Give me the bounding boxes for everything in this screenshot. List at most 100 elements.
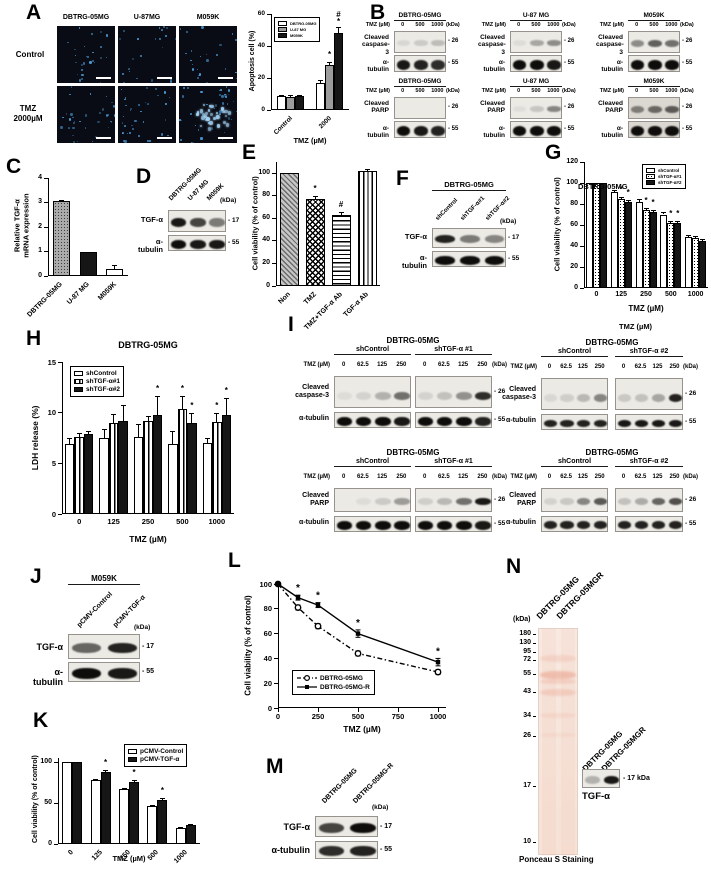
cell-dot — [160, 29, 163, 31]
data-point-circle — [434, 668, 442, 676]
cell-dot — [72, 140, 76, 143]
cell-dot — [99, 31, 102, 34]
error-cap — [145, 415, 151, 417]
wb-band — [668, 393, 683, 402]
blot-i-caspase-sh1: DBTRG-05MG shControl shTGF-α #1 TMZ (µM) 0 62… — [290, 336, 516, 432]
ladder-tick — [533, 651, 536, 653]
mw-marker: - 26 — [564, 38, 575, 44]
wb-band — [665, 125, 680, 136]
cell-dot — [196, 76, 199, 79]
cond-value: 500 — [531, 22, 541, 28]
error-bar — [677, 220, 679, 223]
blot-box — [394, 97, 446, 119]
blot-box — [168, 210, 226, 232]
error-bar — [88, 430, 90, 434]
cell-dot — [122, 122, 124, 124]
y-tick-label: 4 — [38, 173, 42, 181]
x-tick-label: TMZ — [302, 291, 318, 307]
mw-marker: - 26 — [494, 388, 506, 395]
scale-bar — [157, 137, 172, 139]
wb-band — [475, 497, 491, 505]
cell-dot — [122, 139, 125, 142]
ponceau-band — [540, 655, 576, 662]
y-tick-label: 0 — [51, 509, 56, 519]
wb-band — [529, 125, 544, 136]
blot-box — [615, 414, 683, 430]
x-tick-label: 500 — [351, 712, 365, 721]
y-tick — [44, 177, 48, 179]
significance-marker: * — [224, 386, 228, 396]
error-bar — [78, 432, 80, 437]
cond-label: TMZ (µM) — [510, 364, 537, 370]
chart-title: DBTRG-05MG — [118, 340, 178, 350]
x-tick-label: 750 — [391, 712, 405, 721]
bar — [642, 210, 650, 288]
cond-value: 125 — [652, 474, 663, 480]
blot-title: U-87 MG — [510, 12, 562, 21]
cell-dot — [80, 78, 83, 81]
cell-dot — [124, 98, 126, 100]
blot-row-label: TGF-α — [582, 791, 610, 802]
bar — [202, 443, 213, 514]
bar — [599, 183, 607, 288]
cell-dot — [201, 113, 205, 116]
bar — [187, 422, 197, 514]
cell-dot — [233, 101, 235, 103]
cell-dot — [191, 68, 195, 71]
cell-dot — [221, 95, 224, 98]
y-tick-label: 60 — [262, 213, 270, 221]
blot-title: DBTRG-05MG — [394, 78, 446, 87]
error-bar — [138, 423, 139, 437]
wb-band — [394, 497, 410, 505]
y-tick-label: 15 — [47, 357, 56, 367]
cell-dot — [106, 56, 108, 58]
cell-dot — [100, 45, 102, 48]
panel-f-label: F — [396, 167, 409, 190]
wb-band — [529, 106, 544, 112]
blot-row-label: Cleaved caspase-3 — [362, 34, 390, 56]
mw-marker: - 55 — [228, 239, 240, 246]
cell-dot — [180, 119, 183, 122]
blot-title: DBTRG-05MG — [585, 448, 639, 457]
cell-dot — [121, 88, 123, 91]
wb-band — [593, 393, 608, 402]
data-point-circle — [294, 604, 302, 611]
wb-band — [417, 497, 434, 505]
ladder-tick — [533, 691, 536, 693]
x-tick-label: 250 — [141, 517, 155, 526]
legend: DBTRG-05MG DBTRG-05MG-R — [292, 670, 375, 695]
y-tick — [54, 802, 58, 804]
wb-band — [543, 419, 557, 427]
legend-label: shControl — [658, 168, 680, 173]
y-tick — [267, 77, 271, 79]
cell-dot — [111, 101, 113, 104]
panel-b-label: B — [370, 1, 386, 24]
mw-marker: - 55 — [494, 416, 506, 423]
error-cap — [636, 199, 642, 201]
cell-dot — [219, 113, 222, 116]
blot-box — [415, 412, 492, 428]
bar — [74, 436, 84, 514]
blot-row-label: TGF-α — [283, 821, 310, 832]
error-cap — [58, 199, 64, 201]
kda-label: (kDa) — [500, 218, 517, 225]
blot-j-pcmv-tgfa: M059K pCMV-Control pCMV-TGF-α (kDa) TGF-α - 1… — [28, 574, 164, 690]
cell-dot — [131, 57, 135, 61]
bar — [72, 762, 83, 844]
error-bar — [216, 412, 218, 422]
cond-value: 62.5 — [634, 474, 647, 480]
cond-label: TMZ (µM) — [481, 22, 506, 28]
mw-marker: - 55 — [682, 125, 693, 132]
wb-band — [617, 393, 632, 402]
wb-band — [417, 520, 434, 530]
y-tick-label: 40 — [570, 241, 578, 249]
cell-dot — [76, 140, 79, 143]
y-tick-label: 60 — [257, 9, 265, 17]
wb-band — [318, 846, 345, 856]
blot-box — [510, 31, 562, 53]
wb-band — [355, 520, 372, 530]
cell-dot — [215, 115, 219, 119]
cell-dot — [224, 95, 227, 98]
error-bar — [652, 210, 654, 213]
blot-box — [510, 55, 562, 72]
